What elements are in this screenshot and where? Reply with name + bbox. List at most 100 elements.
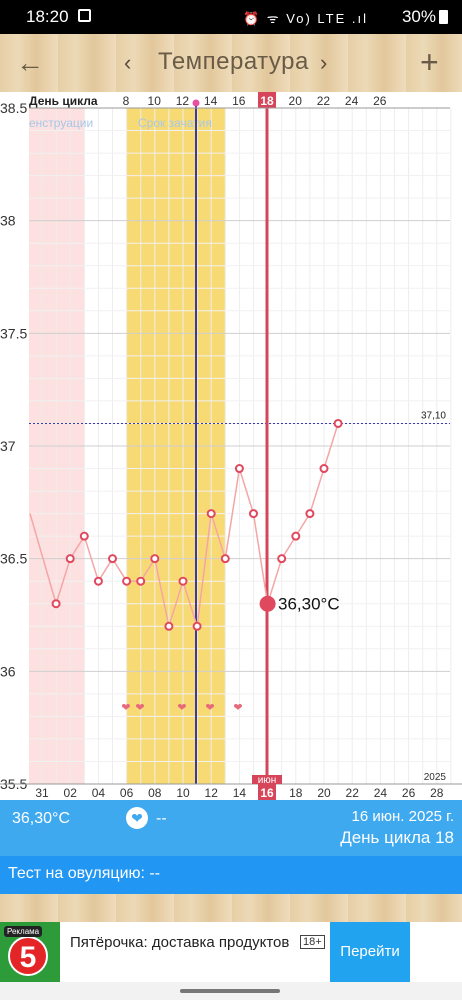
heart-marker-icon: ❤ bbox=[205, 701, 214, 714]
y-tick-label: 38 bbox=[0, 213, 16, 229]
date-tick: 28 bbox=[430, 786, 444, 800]
y-tick-label: 38.5 bbox=[0, 100, 27, 116]
temperature-point bbox=[291, 531, 301, 541]
temperature-point bbox=[178, 576, 188, 586]
ovulation-test-label: Тест на овуляцию: -- bbox=[8, 865, 161, 882]
year-label: 2025 bbox=[424, 772, 447, 783]
ad-badge: Реклама bbox=[4, 926, 43, 937]
app-bar: ← ‹ Температура › + bbox=[0, 34, 462, 92]
temperature-point bbox=[93, 576, 103, 586]
y-tick-label: 36.5 bbox=[0, 551, 27, 567]
current-value-label: 36,30°C bbox=[278, 595, 340, 614]
cycle-day-tick: 22 bbox=[317, 94, 331, 108]
heart-marker-icon: ❤ bbox=[177, 701, 186, 714]
ovulation-test-bar[interactable]: Тест на овуляцию: -- bbox=[0, 856, 462, 894]
date-tick: 20 bbox=[317, 786, 331, 800]
chevron-left-icon[interactable]: ‹ bbox=[124, 50, 132, 75]
date-tick: 04 bbox=[92, 786, 106, 800]
date-tick: 14 bbox=[233, 786, 247, 800]
temperature-point-selected bbox=[259, 595, 276, 612]
ad-banner[interactable]: 5 Реклама Пятёрочка: доставка продуктов … bbox=[0, 922, 462, 982]
heart-icon[interactable]: ❤ bbox=[126, 807, 148, 829]
date-tick: 26 bbox=[402, 786, 416, 800]
current-temperature: 36,30°C bbox=[12, 810, 70, 827]
cycle-day-tick: 10 bbox=[148, 94, 162, 108]
heart-marker-icon: ❤ bbox=[233, 701, 242, 714]
temperature-point bbox=[79, 531, 89, 541]
y-tick-label: 37.5 bbox=[0, 325, 27, 341]
date-tick: 10 bbox=[176, 786, 190, 800]
intercourse-value: -- bbox=[156, 810, 167, 827]
temperature-point bbox=[150, 554, 160, 564]
calendar-icon bbox=[78, 9, 91, 22]
temperature-point bbox=[305, 509, 315, 519]
cycle-day-tick: 8 bbox=[123, 94, 130, 108]
heart-marker-icon: ❤ bbox=[135, 701, 144, 714]
date-tick: 18 bbox=[289, 786, 303, 800]
temperature-point bbox=[192, 621, 202, 631]
cycle-day-tick: 12 bbox=[176, 94, 190, 108]
page-title: Температура bbox=[158, 48, 309, 75]
y-tick-label: 36 bbox=[0, 663, 16, 679]
date-tick: 16 bbox=[260, 786, 274, 800]
temperature-point bbox=[333, 418, 343, 428]
temperature-point bbox=[136, 576, 146, 586]
date-tick: 31 bbox=[35, 786, 49, 800]
ad-age-rating: 18+ bbox=[300, 935, 325, 949]
ad-go-button[interactable]: Перейти bbox=[330, 922, 410, 982]
chevron-right-icon[interactable]: › bbox=[320, 50, 328, 75]
cycle-day-tick: 20 bbox=[289, 94, 303, 108]
threshold-label: 37,10 bbox=[421, 410, 446, 421]
cycle-day-tick: 26 bbox=[373, 94, 387, 108]
temperature-point bbox=[108, 554, 117, 564]
temperature-point bbox=[51, 599, 61, 609]
ad-logo-mark: 5 bbox=[8, 936, 48, 976]
temperature-point bbox=[122, 576, 132, 586]
cycle-day-axis-label: День цикла bbox=[29, 94, 98, 108]
temperature-point bbox=[65, 554, 75, 564]
add-icon[interactable]: + bbox=[420, 44, 439, 80]
temperature-line bbox=[29, 423, 339, 630]
date-tick: 22 bbox=[346, 786, 360, 800]
fertile-label: Срок зачатия bbox=[138, 116, 212, 130]
temperature-point bbox=[220, 554, 230, 564]
ad-logo[interactable]: 5 Реклама bbox=[0, 922, 60, 982]
cycle-day: День цикла 18 bbox=[340, 828, 454, 847]
temperature-point bbox=[249, 509, 258, 519]
cycle-day-highlight bbox=[258, 92, 276, 108]
menstruation-label: енструации bbox=[29, 116, 93, 130]
info-bar: 36,30°C ❤ -- 16 июн. 2025 г. День цикла … bbox=[0, 800, 462, 856]
temperature-point bbox=[164, 621, 174, 631]
date-tick: 02 bbox=[64, 786, 78, 800]
home-handle[interactable] bbox=[180, 989, 280, 993]
battery-icon bbox=[439, 10, 448, 24]
temperature-point bbox=[277, 554, 287, 564]
temperature-point bbox=[234, 464, 244, 474]
date-tick: 12 bbox=[205, 786, 219, 800]
date-highlight bbox=[258, 784, 276, 800]
battery-status: 30% bbox=[402, 7, 448, 27]
back-arrow-icon[interactable]: ← bbox=[16, 47, 44, 78]
date-tick: 06 bbox=[120, 786, 134, 800]
cycle-day-tick: 18 bbox=[260, 94, 274, 108]
y-tick-label: 37 bbox=[0, 438, 16, 454]
ad-text[interactable]: Пятёрочка: доставка продуктов bbox=[70, 934, 290, 951]
temperature-chart[interactable]: 38.5 38 37.5 37 36.5 36 35.5 енструации Срок зач… bbox=[0, 92, 462, 800]
month-label-bg bbox=[252, 775, 282, 784]
status-time: 18:20 bbox=[26, 7, 69, 26]
ovulation-dot bbox=[192, 99, 200, 107]
date-tick: 08 bbox=[148, 786, 162, 800]
status-bar: 18:20 ⏰ ᯤ Vo) LTE .ıl 30% bbox=[0, 0, 462, 34]
wood-divider bbox=[0, 894, 462, 922]
status-icons: ⏰ ᯤ Vo) LTE .ıl bbox=[242, 11, 368, 26]
battery-percent: 30% bbox=[401, 7, 436, 26]
temperature-point bbox=[206, 509, 216, 519]
selected-date: 16 июн. 2025 г. bbox=[351, 808, 454, 825]
cycle-day-tick: 14 bbox=[204, 94, 218, 108]
month-label: июн bbox=[258, 775, 277, 786]
heart-marker-icon: ❤ bbox=[121, 701, 130, 714]
system-nav-bar bbox=[0, 982, 462, 1000]
temperature-point bbox=[319, 464, 329, 474]
date-tick: 24 bbox=[374, 786, 388, 800]
